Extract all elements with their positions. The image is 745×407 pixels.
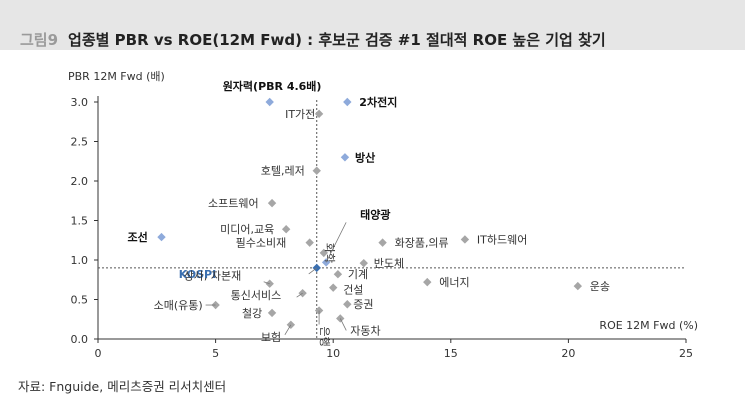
point-marker bbox=[312, 263, 321, 273]
y-tick-label: 2.0 bbox=[71, 175, 89, 188]
figure-title: 그림9 업종별 PBR vs ROE(12M Fwd) : 후보군 검증 #1 절… bbox=[20, 29, 606, 50]
title-bar: 그림9 업종별 PBR vs ROE(12M Fwd) : 후보군 검증 #1 절… bbox=[0, 0, 745, 50]
point-label: 소매(유통) bbox=[154, 299, 203, 312]
chart-point-labels: 원자력(PBR 4.6배) 2차전지 IT가전방산호텔,레저소프트웨어미디어,교육조… bbox=[128, 79, 611, 347]
point-label: 보험 bbox=[261, 331, 281, 344]
x-tick-label: 25 bbox=[679, 347, 693, 360]
kospi-reference-lines bbox=[98, 100, 686, 339]
x-tick-label: 5 bbox=[212, 347, 219, 360]
leader-line bbox=[284, 324, 292, 335]
point-marker bbox=[298, 288, 307, 298]
point-marker bbox=[333, 270, 343, 279]
point-label: 호텔,레저 bbox=[261, 165, 305, 178]
point-marker bbox=[343, 97, 352, 107]
point-label: 방산 bbox=[355, 150, 375, 164]
leader-line bbox=[325, 222, 347, 263]
leader-line bbox=[339, 318, 347, 331]
point-label: 2차전지 bbox=[359, 95, 397, 109]
point-label: 기계 bbox=[348, 268, 368, 281]
point-marker bbox=[157, 232, 166, 242]
point-marker bbox=[265, 97, 274, 107]
point-label: IT가전 bbox=[285, 108, 315, 121]
point-label: 철강 bbox=[242, 307, 262, 320]
point-label: 증권 bbox=[353, 298, 373, 311]
point-label: 운송 bbox=[590, 280, 610, 293]
point-label: 은행 bbox=[318, 327, 331, 347]
leader-line bbox=[263, 281, 270, 285]
point-label: 소프트웨어 bbox=[208, 197, 259, 210]
point-marker bbox=[359, 258, 368, 268]
chart-axes: 0.0 0.5 1.0 1.5 2.0 2.5 3.0 0 5 10 15 20 25 PBR 12M F… bbox=[68, 70, 698, 360]
point-marker bbox=[319, 248, 328, 258]
point-marker bbox=[305, 238, 314, 247]
point-marker bbox=[281, 224, 291, 234]
leader-line bbox=[308, 267, 317, 275]
point-label: 태양광 bbox=[360, 207, 390, 221]
y-tick-label: 2.5 bbox=[71, 136, 89, 149]
point-label: KOSPI bbox=[179, 268, 216, 281]
leader-line bbox=[296, 292, 303, 298]
figure-title-text: 업종별 PBR vs ROE(12M Fwd) : 후보군 검증 #1 절대적 … bbox=[68, 31, 606, 49]
point-label: 미디어,교육 bbox=[220, 223, 274, 236]
x-tick-label: 20 bbox=[561, 347, 575, 360]
point-marker bbox=[312, 166, 321, 175]
y-tick-label: 0.0 bbox=[71, 333, 89, 346]
point-marker bbox=[267, 308, 277, 318]
figure-number: 그림9 bbox=[20, 31, 59, 49]
point-marker bbox=[321, 258, 331, 267]
point-label: 에너지 bbox=[439, 276, 469, 289]
point-label: 필수소비재 bbox=[236, 237, 287, 250]
point-marker bbox=[573, 281, 583, 291]
point-marker bbox=[343, 300, 352, 309]
point-label: 화학 bbox=[323, 243, 336, 263]
point-marker bbox=[267, 198, 277, 208]
point-label: 원자력(PBR 4.6배) bbox=[223, 79, 322, 93]
y-tick-label: 1.5 bbox=[71, 215, 89, 228]
point-marker bbox=[378, 238, 387, 247]
y-tick-label: 0.5 bbox=[71, 294, 89, 307]
source-note: 자료: Fnguide, 메리츠증권 리서치센터 bbox=[18, 379, 227, 394]
x-tick-label: 15 bbox=[444, 347, 458, 360]
point-label: 자동차 bbox=[350, 324, 380, 337]
y-axis-title: PBR 12M Fwd (배) bbox=[68, 70, 165, 83]
point-label: 반도체 bbox=[374, 257, 404, 270]
point-label: 통신서비스 bbox=[231, 289, 282, 302]
x-tick-label: 0 bbox=[95, 347, 102, 360]
y-tick-label: 1.0 bbox=[71, 254, 89, 267]
point-label: IT하드웨어 bbox=[477, 232, 527, 246]
point-marker bbox=[329, 283, 338, 292]
point-marker bbox=[460, 235, 470, 244]
point-label: 조선 bbox=[128, 230, 148, 244]
point-marker bbox=[340, 153, 350, 162]
point-label: 화장품,의류 bbox=[395, 237, 449, 250]
point-marker bbox=[423, 277, 432, 287]
y-tick-label: 3.0 bbox=[71, 96, 89, 109]
point-label: 상사, 자본재 bbox=[184, 270, 242, 283]
x-tick-label: 10 bbox=[326, 347, 340, 360]
point-label: 건설 bbox=[343, 284, 363, 297]
x-axis-title: ROE 12M Fwd (%) bbox=[599, 319, 698, 332]
point-marker bbox=[314, 109, 324, 119]
